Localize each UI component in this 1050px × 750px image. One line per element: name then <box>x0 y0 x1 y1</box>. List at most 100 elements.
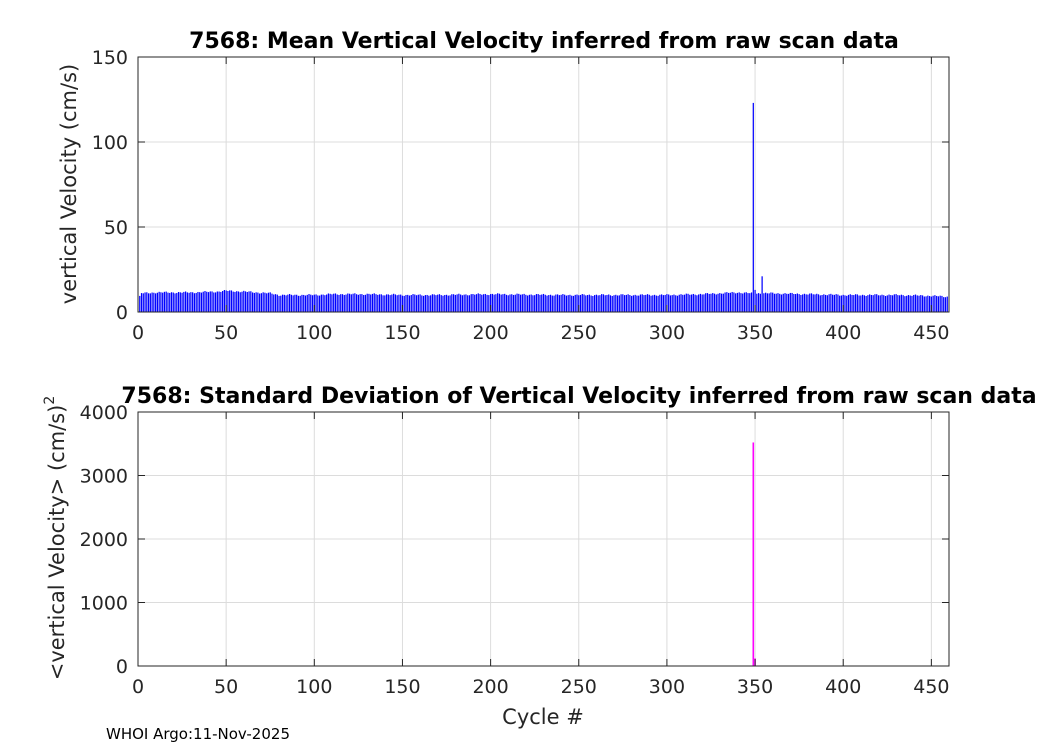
mean-velocity-bar <box>296 294 298 312</box>
y-tick-label: 50 <box>104 217 128 239</box>
mean-velocity-bar <box>382 295 384 312</box>
mean-velocity-bar <box>941 295 943 312</box>
mean-velocity-bar <box>181 292 183 312</box>
x-tick-label: 50 <box>214 676 238 698</box>
mean-velocity-bar <box>632 295 635 312</box>
mean-velocity-bar <box>911 295 913 312</box>
mean-velocity-bar <box>334 293 337 312</box>
mean-velocity-bar <box>451 294 453 312</box>
mean-velocity-bar <box>842 294 844 312</box>
bottom-y-ticks: 0 1000 2000 3000 4000 <box>80 402 949 678</box>
mean-velocity-bar <box>147 293 150 312</box>
mean-velocity-bar <box>578 295 580 312</box>
mean-velocity-bar <box>546 295 548 312</box>
mean-velocity-bar <box>230 290 233 312</box>
mean-velocity-bar <box>537 294 539 312</box>
mean-velocity-bar <box>398 294 400 312</box>
mean-velocity-bar <box>646 294 649 312</box>
mean-velocity-bar <box>668 294 670 312</box>
mean-velocity-bar <box>599 295 601 312</box>
mean-velocity-bar <box>832 294 834 312</box>
x-tick-label: 100 <box>296 322 332 344</box>
mean-velocity-bar <box>186 292 188 312</box>
mean-velocity-bar <box>202 291 204 312</box>
y-tick-label: 150 <box>92 47 128 69</box>
mean-velocity-bar <box>611 295 613 312</box>
mean-velocity-bar <box>810 293 813 312</box>
mean-velocity-bar <box>170 292 173 312</box>
mean-velocity-bar <box>870 294 873 312</box>
mean-velocity-bar <box>153 292 155 312</box>
mean-velocity-bar <box>586 295 589 312</box>
mean-velocity-bar <box>322 294 324 312</box>
mean-velocity-bar <box>879 295 881 312</box>
mean-velocity-bar <box>516 293 518 312</box>
mean-velocity-bar <box>301 294 303 312</box>
mean-velocity-bar <box>553 295 555 312</box>
mean-velocity-bar <box>486 294 488 312</box>
mean-velocity-bar <box>821 294 823 312</box>
mean-velocity-bar <box>488 295 490 312</box>
mean-velocity-bar <box>445 294 448 312</box>
mean-velocity-bar <box>481 294 483 312</box>
mean-velocity-bar <box>802 294 804 312</box>
mean-velocity-bar <box>209 291 211 312</box>
mean-velocity-bar <box>897 295 899 312</box>
mean-velocity-bar <box>539 294 541 312</box>
mean-velocity-bar <box>447 295 449 312</box>
top-bars <box>139 102 948 313</box>
mean-velocity-bar <box>706 293 709 312</box>
mean-velocity-bar <box>754 289 756 312</box>
mean-velocity-bar <box>311 295 314 312</box>
mean-velocity-bar <box>636 295 638 312</box>
mean-velocity-bar <box>648 294 650 312</box>
mean-velocity-bar <box>824 294 827 312</box>
mean-velocity-bar <box>909 295 911 312</box>
mean-velocity-bar <box>174 293 176 312</box>
mean-velocity-bar <box>218 291 220 312</box>
mean-velocity-bar <box>495 294 497 312</box>
mean-velocity-bar <box>260 293 263 312</box>
mean-velocity-bar <box>195 292 197 312</box>
mean-velocity-bar <box>745 292 747 312</box>
mean-velocity-bar <box>549 294 552 312</box>
mean-velocity-bar <box>775 293 777 312</box>
mean-velocity-bar <box>872 295 874 312</box>
mean-velocity-bar <box>433 294 435 312</box>
bottom-y-axis-label-text: <vertical Velocity> (cm/s) <box>45 405 69 681</box>
mean-velocity-bar <box>368 293 370 312</box>
mean-velocity-bar <box>590 295 592 312</box>
mean-velocity-bar <box>246 291 248 312</box>
mean-velocity-bar <box>253 292 255 312</box>
mean-velocity-bar <box>199 292 201 312</box>
mean-velocity-bar <box>728 292 730 312</box>
stddev-velocity-bar <box>752 442 755 666</box>
mean-velocity-bar <box>341 294 344 312</box>
mean-velocity-bar <box>149 293 151 312</box>
mean-velocity-bar <box>837 294 839 312</box>
mean-velocity-bar <box>251 292 254 312</box>
mean-velocity-bar <box>828 294 830 312</box>
mean-velocity-bar <box>299 295 301 312</box>
mean-velocity-bar <box>729 292 731 312</box>
mean-velocity-bar <box>276 294 278 312</box>
mean-velocity-bar <box>225 290 227 312</box>
mean-velocity-bar <box>793 293 795 312</box>
mean-velocity-bar <box>858 295 860 312</box>
mean-velocity-bar <box>347 293 349 312</box>
mean-velocity-bar <box>847 294 850 312</box>
mean-velocity-bar <box>259 293 261 312</box>
mean-velocity-bar <box>514 294 516 312</box>
mean-velocity-bar <box>370 294 372 312</box>
mean-velocity-bar <box>567 295 569 312</box>
mean-velocity-bar <box>239 292 241 312</box>
mean-velocity-bar <box>787 293 790 312</box>
bottom-y-axis-label: <vertical Velocity> (cm/s)2 <box>42 396 69 681</box>
mean-velocity-bar <box>414 294 416 312</box>
mean-velocity-bar <box>638 295 640 312</box>
mean-velocity-bar <box>839 295 841 312</box>
y-tick-label: 0 <box>116 656 128 678</box>
mean-velocity-bar <box>588 294 590 312</box>
mean-velocity-bar <box>223 290 226 312</box>
mean-velocity-bar <box>814 294 816 312</box>
